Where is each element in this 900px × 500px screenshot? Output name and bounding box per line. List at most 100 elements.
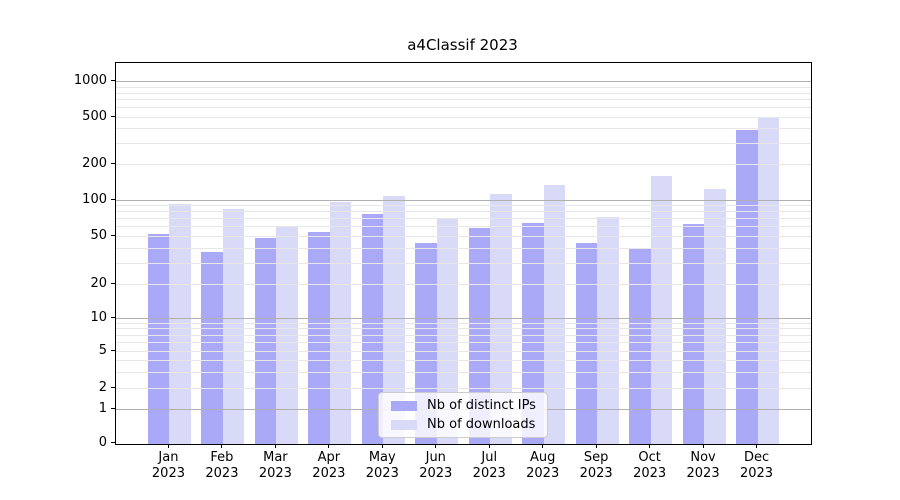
x-tick-label-apr: Apr 2023 <box>312 450 346 481</box>
gridline-6 <box>116 341 811 343</box>
x-tick-label-feb: Feb 2023 <box>205 450 239 481</box>
bar-distinct-ips-feb <box>201 252 223 444</box>
y-tick-0 <box>111 442 115 444</box>
bar-distinct-ips-jan <box>147 234 170 444</box>
x-tick-label-nov: Nov 2023 <box>686 450 720 481</box>
x-tick-jan <box>167 444 169 448</box>
gridline-40 <box>116 247 811 249</box>
gridline-1000 <box>116 81 811 83</box>
y-tick-label-200: 200 <box>82 155 107 171</box>
gridline-5 <box>116 350 811 352</box>
gridline-9 <box>116 322 811 324</box>
y-tick-label-500: 500 <box>82 108 107 124</box>
y-tick-label-1000: 1000 <box>73 73 107 89</box>
y-tick-100 <box>111 198 115 200</box>
x-tick-sep <box>595 444 597 448</box>
y-tick-label-100: 100 <box>82 191 107 207</box>
x-tick-oct <box>649 444 651 448</box>
bar-downloads-nov <box>704 188 726 444</box>
x-tick-label-aug: Aug 2023 <box>526 450 560 481</box>
x-tick-label-may: May 2023 <box>365 450 399 481</box>
gridline-400 <box>116 128 811 130</box>
legend-swatch-downloads <box>391 419 417 430</box>
bar-downloads-sep <box>597 217 619 444</box>
gridline-2 <box>116 388 811 390</box>
bar-distinct-ips-jul <box>468 227 491 444</box>
gridline-4 <box>116 359 811 361</box>
y-tick-1 <box>111 407 115 409</box>
gridline-200 <box>116 163 811 165</box>
bar-downloads-jun <box>436 217 459 444</box>
bar-downloads-feb <box>222 209 245 444</box>
bar-distinct-ips-dec <box>736 130 758 444</box>
gridline-50 <box>116 235 811 237</box>
gridline-3 <box>116 371 811 373</box>
y-tick-500 <box>111 115 115 117</box>
y-tick-label-0: 0 <box>98 435 107 451</box>
legend-swatch-distinct-ips <box>391 400 417 411</box>
x-tick-apr <box>328 444 330 448</box>
gridline-100 <box>116 199 811 201</box>
legend-row-downloads: Nb of downloads <box>387 417 539 433</box>
y-tick-2 <box>111 387 115 389</box>
legend-label-distinct-ips: Nb of distinct IPs <box>427 397 536 413</box>
gridline-70 <box>116 218 811 220</box>
x-tick-label-sep: Sep 2023 <box>579 450 613 481</box>
gridline-20 <box>116 284 811 286</box>
y-tick-label-2: 2 <box>98 380 107 396</box>
legend: Nb of distinct IPs Nb of downloads <box>378 392 548 438</box>
x-tick-jul <box>488 444 490 448</box>
y-tick-label-10: 10 <box>90 310 107 325</box>
x-tick-feb <box>221 444 223 448</box>
y-tick-label-50: 50 <box>90 227 107 243</box>
y-tick-10 <box>111 317 115 318</box>
y-tick-label-1: 1 <box>98 400 107 416</box>
gridline-10 <box>116 318 811 319</box>
bar-downloads-oct <box>650 175 673 444</box>
legend-row-distinct-ips: Nb of distinct IPs <box>387 398 539 414</box>
gridline-30 <box>116 262 811 264</box>
x-tick-label-dec: Dec 2023 <box>739 450 774 481</box>
legend-label-downloads: Nb of downloads <box>427 416 536 432</box>
x-tick-label-jun: Jun 2023 <box>419 450 453 481</box>
gridline-500 <box>116 116 811 118</box>
x-tick-dec <box>756 444 758 448</box>
gridline-7 <box>116 334 811 336</box>
bar-downloads-may <box>383 196 405 444</box>
chart-title: a4Classif 2023 <box>407 36 518 54</box>
bar-distinct-ips-apr <box>308 232 330 444</box>
y-tick-200 <box>111 162 115 164</box>
gridline-800 <box>116 92 811 94</box>
bar-downloads-jul <box>490 194 512 444</box>
plot-area <box>115 62 812 445</box>
gridline-900 <box>116 86 811 88</box>
gridline-60 <box>116 226 811 228</box>
gridline-80 <box>116 211 811 213</box>
gridline-700 <box>116 99 811 101</box>
y-tick-5 <box>111 349 115 351</box>
bar-downloads-dec <box>757 118 780 444</box>
y-tick-50 <box>111 234 115 236</box>
gridline-300 <box>116 143 811 144</box>
y-tick-1000 <box>111 80 115 82</box>
y-tick-label-5: 5 <box>98 342 107 358</box>
x-tick-label-oct: Oct 2023 <box>633 450 667 481</box>
y-tick-20 <box>111 283 115 285</box>
x-tick-jun <box>435 444 437 448</box>
x-tick-label-mar: Mar 2023 <box>258 450 292 481</box>
x-tick-may <box>381 444 383 448</box>
x-tick-nov <box>702 444 704 448</box>
x-tick-label-jul: Jul 2023 <box>472 450 506 481</box>
gridline-8 <box>116 328 811 330</box>
bar-distinct-ips-oct <box>629 249 651 444</box>
bar-distinct-ips-mar <box>254 238 277 444</box>
x-tick-aug <box>542 444 544 448</box>
bar-downloads-aug <box>543 184 566 444</box>
x-tick-label-jan: Jan 2023 <box>151 450 185 481</box>
x-tick-mar <box>274 444 276 448</box>
gridline-600 <box>116 107 811 109</box>
gridline-90 <box>116 205 811 207</box>
bar-distinct-ips-sep <box>575 243 598 444</box>
y-tick-label-20: 20 <box>90 276 107 292</box>
